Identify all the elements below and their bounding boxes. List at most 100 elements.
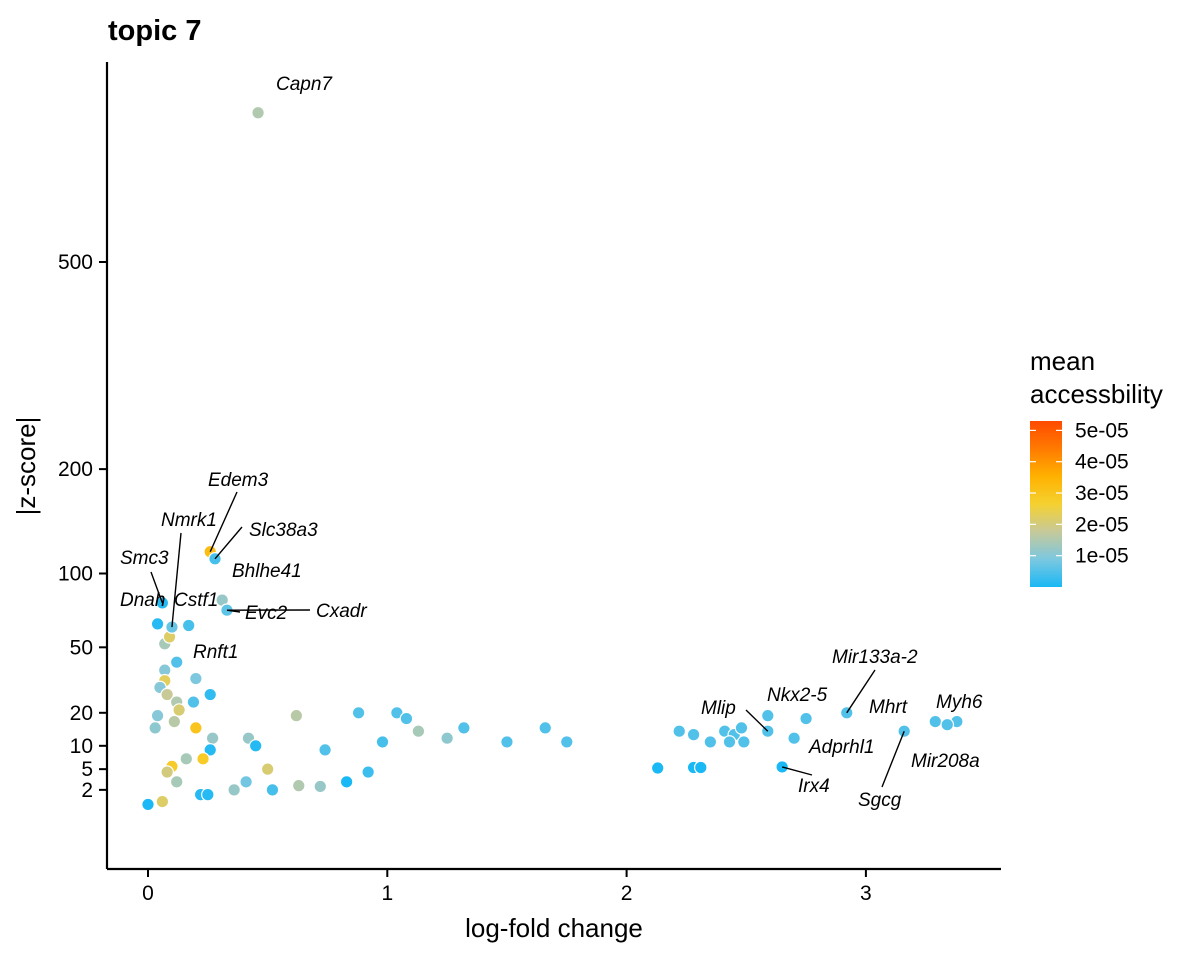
data-point [155,794,170,809]
x-axis-title: log-fold change [465,913,643,943]
data-point [361,765,375,779]
data-point [538,721,553,735]
gene-label-rnft1: Rnft1 [193,642,238,663]
gene-label-irx4: Irx4 [798,776,830,797]
legend: mean accessbility 1e-05 2e-05 3e-05 4e-05 5e… [1030,346,1163,587]
y-tick-label: 500 [58,251,93,274]
legend-title-line-2: accessbility [1030,379,1163,409]
data-point-mir208a [940,717,955,732]
data-point [205,731,220,746]
gene-label-sgcg: Sgcg [858,790,902,811]
leader-line-mlip [745,709,769,732]
data-point [703,735,718,749]
data-point [375,735,390,749]
legend-tick-label: 1e-05 [1075,545,1129,568]
gene-label-mir133a-2: Mir133a-2 [832,647,918,668]
data-point [186,695,201,709]
data-point [693,760,708,775]
leader-line-edem3 [209,491,238,553]
gene-label-dnah: Dnah [120,590,165,611]
legend-tick-label: 4e-05 [1075,451,1129,474]
data-point [172,703,186,717]
y-tick-label: 5 [81,758,93,781]
x-tick-label: 3 [860,882,872,905]
data-point [248,739,263,753]
gene-label-cxadr: Cxadr [316,601,367,622]
data-point [203,687,218,702]
y-axis-title: |z-score| [11,417,41,516]
x-ticks: 0 1 2 3 [142,869,872,905]
data-point [239,775,253,789]
leader-line-sgcg [881,730,905,788]
data-point [399,711,414,726]
data-point [169,775,184,789]
leader-lines [150,491,905,788]
chart-title: topic 7 [108,15,201,47]
data-point-adprhl1 [787,731,801,746]
data-point [313,779,328,794]
gene-label-smc3: Smc3 [120,548,169,569]
gene-label-mir208a: Mir208a [911,751,980,772]
gene-label-edem3: Edem3 [208,470,269,491]
data-point [265,783,280,797]
gene-labels: Capn7 Edem3 Slc38a3 Nmrk1 Smc3 Dnah Cstf1 Bhlhe… [120,74,983,811]
data-point [318,743,332,757]
leader-line-irx4 [781,766,813,776]
gene-label-nmrk1: Nmrk1 [161,510,217,531]
data-point [289,708,304,723]
gene-label-capn7: Capn7 [276,74,333,95]
y-tick-label: 2 [81,779,93,802]
gene-label-myh6: Myh6 [936,692,983,713]
data-point [160,765,174,779]
gene-label-adprhl1: Adprhl1 [808,737,875,758]
legend-title-line-1: mean [1030,346,1095,376]
legend-colorbar [1030,421,1062,587]
x-tick-label: 2 [621,882,633,905]
data-point [411,724,426,739]
data-point [148,721,162,735]
data-point [150,708,165,723]
y-tick-label: 100 [58,563,93,586]
gene-label-cstf1: Cstf1 [174,590,218,611]
legend-tick-label: 3e-05 [1075,482,1129,505]
legend-ticks: 1e-05 2e-05 3e-05 4e-05 5e-05 [1030,419,1129,568]
axes [105,62,1001,871]
data-point [260,762,275,776]
data-point [160,687,174,702]
gene-label-slc38a3: Slc38a3 [249,520,318,541]
y-tick-label: 20 [70,702,93,725]
data-point [686,727,701,742]
data-point [189,721,203,735]
points-layer [141,105,964,812]
y-tick-label: 200 [58,458,93,481]
data-point-capn7 [251,105,265,120]
leader-line-mir133a-2 [846,669,876,714]
gene-label-nkx2-5: Nkx2-5 [767,685,828,706]
data-point [196,752,210,766]
leader-line-smc3 [150,571,164,604]
data-point [227,783,241,797]
data-point [179,752,194,766]
gene-label-mlip: Mlip [701,698,736,719]
data-point [650,761,665,775]
data-point-nkx2-5 [760,708,775,723]
data-point-dnah [150,617,165,631]
data-point [457,721,471,735]
leader-line-nmrk1 [171,532,182,628]
data-point [203,743,218,757]
gene-label-mhrt: Mhrt [869,697,908,718]
data-point [928,714,943,729]
data-point [737,735,751,749]
data-point [189,671,203,686]
legend-tick-label: 5e-05 [1075,419,1129,442]
x-tick-label: 1 [381,882,393,905]
gene-label-evc2: Evc2 [245,603,288,624]
data-point-rnft1 [169,655,184,669]
data-point [722,735,737,749]
data-point [339,775,354,789]
data-point [440,731,454,746]
data-point [141,797,155,812]
leader-line-slc38a3 [214,526,243,560]
x-tick-label: 0 [142,882,154,905]
